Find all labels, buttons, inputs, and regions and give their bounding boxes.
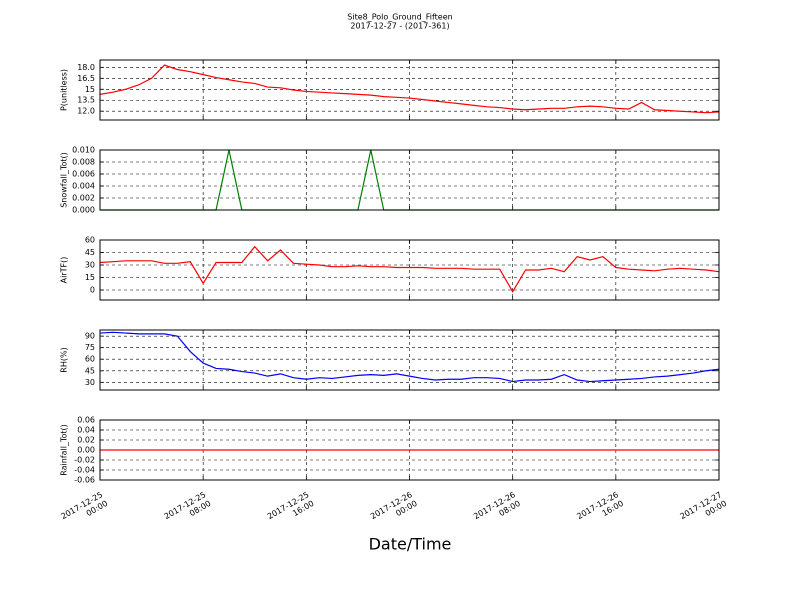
y-tick-label: 60 bbox=[85, 236, 95, 245]
y-tick-label: 0.002 bbox=[72, 194, 95, 203]
y-tick-label: 45 bbox=[85, 366, 95, 375]
y-tick-label: -0.02 bbox=[74, 456, 95, 465]
y-axis-label: RH(%) bbox=[60, 347, 69, 372]
series-line bbox=[99, 331, 720, 383]
y-tick-label: 0.00 bbox=[77, 446, 95, 455]
y-axis-label: Rainfall_Tot() bbox=[60, 424, 69, 476]
y-tick-label: 0.006 bbox=[72, 170, 95, 179]
y-tick-label: 75 bbox=[85, 343, 95, 352]
y-tick-label: -0.06 bbox=[74, 476, 95, 485]
y-tick-label: 12.0 bbox=[77, 107, 95, 116]
y-tick-label: 18.0 bbox=[77, 63, 95, 72]
y-tick-label: 30 bbox=[85, 261, 95, 270]
plot-frame bbox=[99, 329, 720, 391]
y-axis-label: AirTF() bbox=[60, 257, 69, 284]
y-tick-label: 15 bbox=[85, 273, 95, 282]
series-line bbox=[99, 64, 720, 114]
y-tick-label: 0.04 bbox=[77, 426, 95, 435]
y-tick-label: 90 bbox=[85, 332, 95, 341]
y-axis-label: Snowfall_Tot() bbox=[60, 152, 69, 208]
y-tick-label: 0.000 bbox=[72, 206, 95, 215]
y-tick-label: 0.004 bbox=[72, 182, 95, 191]
y-tick-label: 0.008 bbox=[72, 158, 95, 167]
y-tick-label: 0 bbox=[90, 286, 95, 295]
figure-title: Site8_Polo_Ground_Fifteen bbox=[347, 13, 452, 22]
y-axis-label: P(unitless) bbox=[60, 69, 69, 111]
figure-subtitle: 2017-12-27 - (2017-361) bbox=[350, 22, 449, 31]
series-line bbox=[99, 245, 720, 293]
y-tick-label: 60 bbox=[85, 355, 95, 364]
plot-frame bbox=[99, 239, 720, 301]
y-tick-label: 0.02 bbox=[77, 436, 95, 445]
y-tick-label: 13.5 bbox=[77, 96, 95, 105]
y-tick-label: 0.010 bbox=[72, 146, 95, 155]
y-tick-label: 16.5 bbox=[77, 74, 95, 83]
y-tick-label: 45 bbox=[85, 248, 95, 257]
y-tick-label: -0.04 bbox=[74, 466, 95, 475]
x-axis-label: Date/Time bbox=[369, 535, 452, 554]
plot-frame bbox=[99, 59, 720, 121]
y-tick-label: 15 bbox=[85, 85, 95, 94]
plot-frame bbox=[99, 419, 720, 481]
plot-frame bbox=[99, 149, 720, 211]
y-tick-label: 30 bbox=[85, 378, 95, 387]
y-tick-label: 0.06 bbox=[77, 416, 95, 425]
